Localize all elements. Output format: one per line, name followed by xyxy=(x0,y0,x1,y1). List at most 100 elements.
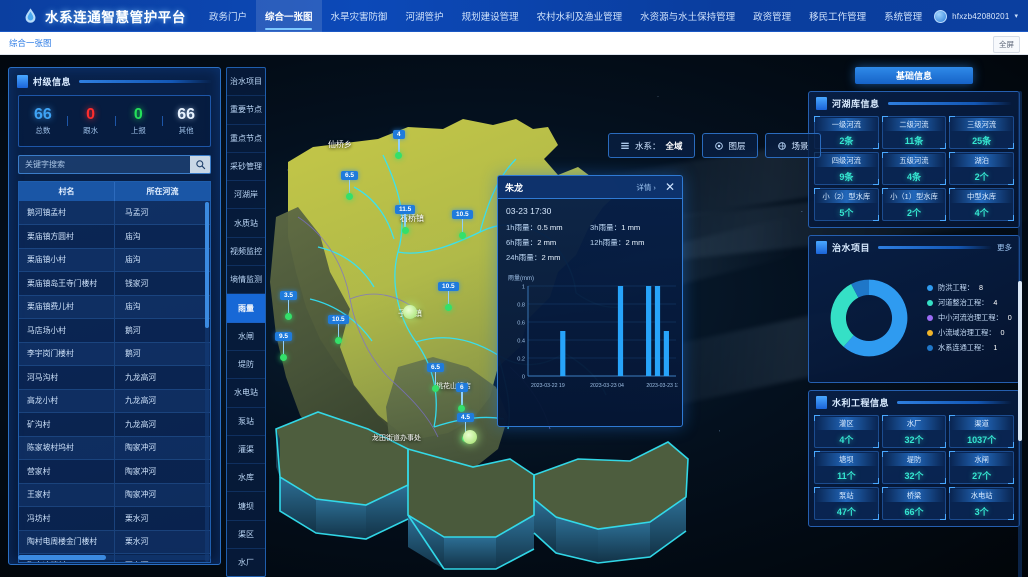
works-stat-0[interactable]: 灌区 4个 xyxy=(814,415,879,448)
map-marker-0[interactable]: 4 xyxy=(393,130,405,159)
table-row[interactable]: 鹅河镇孟村 马孟河 xyxy=(19,201,210,225)
river-stat-5[interactable]: 湖泊 2个 xyxy=(949,152,1014,185)
station-popup[interactable]: 朱龙 详情 › ✕ 03-23 17:30 1h雨量：0.5 mm 3h雨量：1 … xyxy=(497,175,683,427)
table-row[interactable]: 栗庙镇费儿村 庙沟 xyxy=(19,295,210,319)
layer-item-2[interactable]: 重点节点 xyxy=(227,125,265,153)
map-marker-8[interactable]: 6.5 xyxy=(427,363,445,392)
table-row[interactable]: 矿沟村 九龙高河 xyxy=(19,412,210,437)
nav-item-0[interactable]: 政务门户 xyxy=(200,0,256,32)
breadcrumb[interactable]: 综合一张图 xyxy=(9,38,52,48)
close-icon[interactable]: ✕ xyxy=(664,180,675,194)
fullscreen-button[interactable]: 全屏 xyxy=(993,36,1020,53)
works-stat-6[interactable]: 泵站 47个 xyxy=(814,487,879,520)
works-stat-4[interactable]: 堤防 32个 xyxy=(881,451,947,484)
map-control-1[interactable]: 图层 xyxy=(701,133,758,158)
works-stat-3[interactable]: 塘坝 11个 xyxy=(814,451,879,484)
works-stat-8[interactable]: 水电站 3个 xyxy=(949,487,1014,520)
river-stat-3[interactable]: 四级河流 9条 xyxy=(814,152,879,185)
table-row[interactable]: 李宇岗门楼村 鹅河 xyxy=(19,342,210,366)
popup-metric-2: 6h雨量：2 mm xyxy=(506,235,590,250)
table-row[interactable]: 马店场小村 鹅河 xyxy=(19,318,210,343)
donut-slice-0[interactable] xyxy=(843,279,908,356)
nav-item-2[interactable]: 水旱灾害防御 xyxy=(322,0,397,32)
map-marker-1[interactable]: 6.5 xyxy=(341,171,359,200)
table-vertical-scrollbar[interactable] xyxy=(205,202,209,562)
river-stat-6[interactable]: 小（2）型水库 5个 xyxy=(814,188,879,221)
layer-item-3[interactable]: 采砂管理 xyxy=(227,153,265,182)
map-marker-2[interactable]: 11.5 xyxy=(395,205,416,234)
nav-item-5[interactable]: 农村水利及渔业管理 xyxy=(528,0,632,32)
nav-item-3[interactable]: 河湖管护 xyxy=(397,0,453,32)
table-row[interactable]: 高龙小村 九龙高河 xyxy=(19,389,210,413)
map-control-2[interactable]: 场景 xyxy=(764,133,821,158)
table-row[interactable]: 陶村电周楼金门楼村 栗水河 xyxy=(19,530,210,554)
table-row[interactable]: 冯坊村 栗水河 xyxy=(19,506,210,531)
layer-item-13[interactable]: 灌渠 xyxy=(227,436,265,465)
table-row[interactable]: 营家村 陶家冲河 xyxy=(19,459,210,484)
nav-item-7[interactable]: 政资管理 xyxy=(744,0,800,32)
river-stat-1[interactable]: 二级河流 11条 xyxy=(881,116,947,149)
layer-item-7[interactable]: 墒情监测 xyxy=(227,266,265,295)
more-link[interactable]: 更多 xyxy=(997,243,1012,252)
river-stat-0[interactable]: 一级河流 2条 xyxy=(814,116,879,149)
map-marker-11[interactable] xyxy=(403,305,417,319)
river-stat-7[interactable]: 小（1）型水库 2个 xyxy=(881,188,947,221)
works-stat-1[interactable]: 水厂 32个 xyxy=(881,415,947,448)
search-input[interactable] xyxy=(18,155,190,174)
layer-item-11[interactable]: 水电站 xyxy=(227,379,265,408)
map-marker-3[interactable]: 10.5 xyxy=(452,210,473,239)
map-marker-6[interactable]: 10.5 xyxy=(328,315,349,344)
search-button[interactable] xyxy=(190,155,211,174)
map-stage[interactable]: 仙桥乡石桥镇子院镇桃花山镇店龙田街道办事处 46.511.510.510.53.… xyxy=(0,55,1028,577)
works-stat-5[interactable]: 水闸 27个 xyxy=(949,451,1014,484)
river-stat-8[interactable]: 中型水库 4个 xyxy=(949,188,1014,221)
table-row[interactable]: 陈家坡村坞村 陶家冲河 xyxy=(19,436,210,460)
table-row[interactable]: 王家村 陶家冲河 xyxy=(19,483,210,507)
donut-slice-1[interactable] xyxy=(830,283,859,347)
map-marker-4[interactable]: 10.5 xyxy=(438,282,459,311)
table-row[interactable]: 栗庙镇小村 庙沟 xyxy=(19,248,210,272)
layer-item-16[interactable]: 渠区 xyxy=(227,521,265,550)
layer-item-9[interactable]: 水闸 xyxy=(227,323,265,351)
table-row[interactable]: 栗庙镇岛王寺门楼村 钱家河 xyxy=(19,271,210,296)
nav-item-6[interactable]: 水资源与水土保持管理 xyxy=(631,0,744,32)
table-row[interactable]: 河马沟村 九龙高河 xyxy=(19,365,210,390)
river-stat-4[interactable]: 五级河流 4条 xyxy=(881,152,947,185)
layer-item-14[interactable]: 水库 xyxy=(227,464,265,493)
map-control-0[interactable]: 水系： 全域 xyxy=(608,133,695,158)
works-stat-2[interactable]: 渠道 1037个 xyxy=(949,415,1014,448)
layer-item-5[interactable]: 水质站 xyxy=(227,209,265,238)
layer-item-12[interactable]: 泵站 xyxy=(227,408,265,436)
nav-item-4[interactable]: 规划建设管理 xyxy=(453,0,528,32)
layer-item-17[interactable]: 水厂 xyxy=(227,549,265,576)
map-marker-9[interactable]: 6 xyxy=(456,383,468,412)
scroll-thumb[interactable] xyxy=(205,202,209,328)
right-panel-scrollbar[interactable] xyxy=(1018,91,1022,577)
layer-menu[interactable]: 治水项目 重要节点 重点节点 采砂管理 河湖岸 水质站 视频监控 墒情监测 雨量 水闸 堤防 水电站泵… xyxy=(226,67,266,577)
popup-detail-link[interactable]: 详情 › xyxy=(636,182,656,192)
river-stat-2[interactable]: 三级河流 25条 xyxy=(949,116,1014,149)
nav-item-8[interactable]: 移民工作管理 xyxy=(800,0,875,32)
chart-y-tick: 0.2 xyxy=(517,356,525,362)
basic-info-tab[interactable]: 基础信息 xyxy=(855,67,973,84)
layer-item-0[interactable]: 治水项目 xyxy=(227,68,265,97)
user-menu[interactable]: hfxzb42080201 ▾ xyxy=(934,0,1018,32)
nav-item-9[interactable]: 系统管理 xyxy=(875,0,931,32)
map-marker-7[interactable]: 9.5 xyxy=(275,332,293,361)
map-marker-12[interactable] xyxy=(463,430,477,444)
village-table-wrapper[interactable]: 村名 所在河流 鹅河镇孟村 马孟河 栗庙镇方圆村 庙沟 栗庙镇小村 庙沟 栗庙镇岛王寺门楼村钱… xyxy=(18,181,211,563)
layer-item-1[interactable]: 重要节点 xyxy=(227,96,265,125)
layer-item-4[interactable]: 河湖岸 xyxy=(227,181,265,210)
works-stat-7[interactable]: 桥梁 66个 xyxy=(881,487,947,520)
nav-item-1[interactable]: 综合一张图 xyxy=(256,0,322,32)
layer-item-6[interactable]: 视频监控 xyxy=(227,238,265,267)
layer-item-10[interactable]: 堤防 xyxy=(227,351,265,380)
scroll-thumb[interactable] xyxy=(18,555,106,560)
donut-slice-4[interactable] xyxy=(851,279,869,298)
layer-item-15[interactable]: 塘坝 xyxy=(227,492,265,521)
scroll-thumb[interactable] xyxy=(1018,281,1022,441)
table-horizontal-scrollbar[interactable] xyxy=(18,555,211,560)
table-row[interactable]: 栗庙镇方圆村 庙沟 xyxy=(19,224,210,249)
layer-item-8[interactable]: 雨量 xyxy=(227,294,265,323)
map-marker-5[interactable]: 3.5 xyxy=(280,291,298,320)
